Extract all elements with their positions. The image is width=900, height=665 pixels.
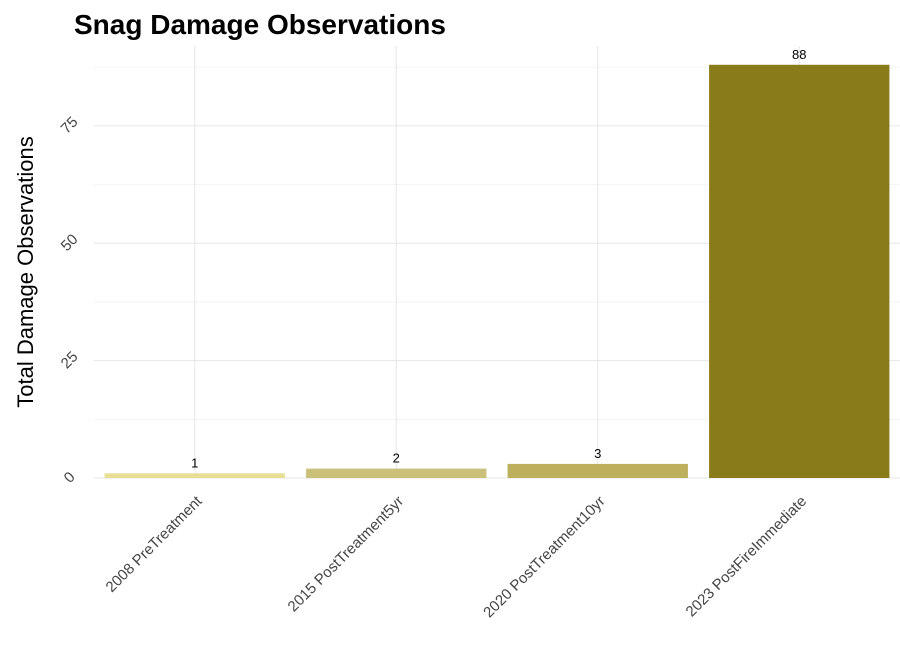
x-tick-label-2: 2015 PostTreatment5yr	[285, 493, 407, 615]
y-tick-label: 50	[58, 231, 82, 255]
data-label-1: 1	[191, 455, 198, 470]
x-tick-label-3: 2020 PostTreatment10yr	[480, 493, 608, 621]
y-tick-label: 25	[58, 348, 82, 372]
bar-2	[306, 468, 487, 478]
x-tick-label-4: 2023 PostFireImmediate	[683, 493, 811, 621]
data-label-4: 88	[792, 47, 806, 62]
x-axis-ticks: 2008 PreTreatment 2015 PostTreatment5yr 20…	[103, 492, 811, 621]
bar-4	[709, 64, 890, 479]
y-axis-label: Total Damage Observations	[13, 136, 38, 407]
y-tick-label: 75	[58, 114, 82, 138]
data-labels: 1 2 3 88	[191, 47, 806, 471]
y-axis-ticks: 0 25 50 75	[58, 114, 82, 487]
bar-1	[104, 473, 285, 478]
y-tick-label: 0	[61, 469, 79, 487]
bars	[104, 64, 890, 479]
bar-3	[507, 463, 688, 478]
data-label-2: 2	[393, 451, 400, 466]
x-tick-label-1: 2008 PreTreatment	[103, 492, 207, 596]
data-label-3: 3	[594, 446, 601, 461]
chart-title: Snag Damage Observations	[74, 9, 446, 40]
